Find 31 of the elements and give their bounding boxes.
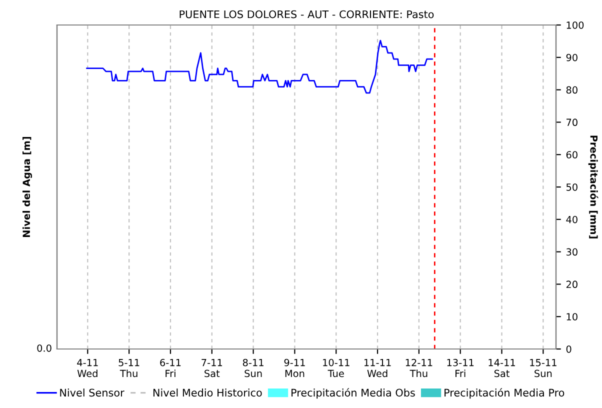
y2-tick-label: 40 [566, 216, 578, 224]
y2-axis-title: Precipitación [mm] [588, 136, 598, 238]
y2-tick-label: 70 [566, 118, 578, 126]
y2-tick-label: 60 [566, 151, 578, 158]
y2-tick-label: 50 [566, 183, 578, 191]
legend-label: Precipitación Media Obs [292, 388, 415, 399]
x-tick-label: 15-11 Sun [530, 359, 556, 378]
x-tick-label: 5-11 Thu [118, 359, 140, 378]
y2-tick-label: 0 [566, 345, 572, 353]
y2-tick-label: 20 [566, 280, 578, 288]
x-tick-label: 13-11 Fri [447, 358, 474, 377]
x-tick-label: 11-11 Wed [364, 359, 391, 378]
x-tick-label: 4-11 Wed [77, 359, 98, 378]
legend-label: Nivel Medio Historico [153, 388, 262, 397]
text: 0.0 [37, 344, 52, 352]
x-tick-label: 9-11 Mon [284, 358, 305, 378]
legend-label: Precipitación Media Pro [444, 388, 564, 399]
chart-title: PUENTE LOS DOLORES - AUT - CORRIENTE: Pasto [180, 10, 434, 18]
x-tick-label: 7-11 Sat [202, 359, 222, 378]
x-tick-label: 6-11 Fri [160, 358, 181, 377]
y2-tick-label: 100 [566, 21, 584, 29]
y2-tick-label: 90 [566, 54, 578, 62]
y2-tick-label: 30 [566, 248, 578, 256]
x-tick-label: 14-11 Sat [488, 359, 515, 378]
legend-label: Nivel Sensor [60, 388, 124, 397]
y2-tick-label: 10 [566, 313, 578, 320]
x-tick-label: 10-11 Tue [323, 358, 350, 378]
x-tick-label: 8-11 Sun [242, 358, 264, 378]
y-axis-title: Nivel del Agua [m] [22, 136, 32, 237]
x-tick-label: 12-11 Thu [406, 358, 432, 378]
y2-tick-label: 80 [566, 86, 578, 94]
